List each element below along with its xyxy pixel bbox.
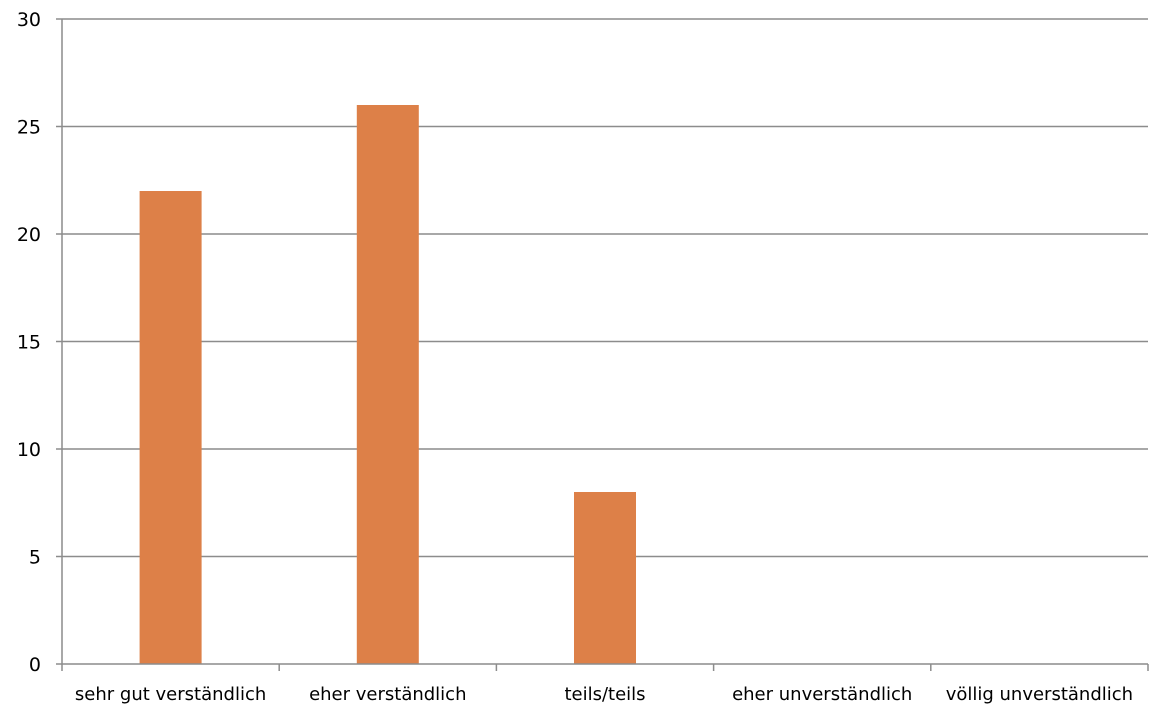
x-category-label: sehr gut verständlich — [75, 684, 266, 705]
y-tick-label: 25 — [17, 117, 41, 139]
gridlines — [62, 18, 1148, 558]
bar — [574, 492, 636, 664]
y-tick-labels: 0 5 10 15 20 25 30 — [17, 9, 41, 676]
x-category-label: völlig unverständlich — [946, 684, 1133, 705]
x-tick-marks — [61, 664, 1149, 671]
y-tick-label: 10 — [17, 439, 41, 461]
bar — [139, 191, 202, 664]
y-tick-label: 20 — [17, 224, 41, 246]
bars — [139, 105, 636, 664]
x-category-labels: sehr gut verständlich eher verständlich … — [75, 684, 1133, 705]
axes — [56, 18, 1148, 665]
x-category-label: eher verständlich — [309, 684, 466, 705]
y-tick-label: 15 — [17, 332, 41, 354]
y-tick-label: 5 — [29, 547, 41, 569]
x-category-label: teils/teils — [564, 684, 645, 705]
x-category-label: eher unverständlich — [732, 684, 912, 705]
y-tick-label: 0 — [29, 654, 41, 676]
bar — [356, 105, 419, 664]
y-tick-label: 30 — [17, 9, 41, 31]
